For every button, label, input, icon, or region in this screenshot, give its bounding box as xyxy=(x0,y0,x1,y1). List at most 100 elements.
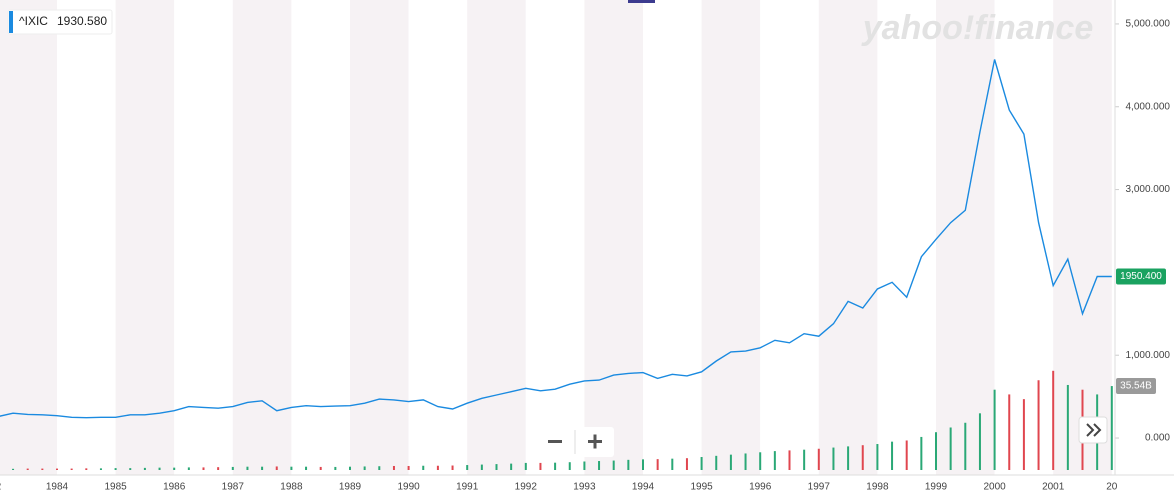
volume-bar xyxy=(1110,386,1113,470)
volume-bar xyxy=(422,465,425,470)
volume-bar xyxy=(85,468,88,470)
volume-bar xyxy=(568,462,571,470)
volume-bar xyxy=(495,464,498,470)
x-tick-label: 2001 xyxy=(1042,482,1065,493)
volume-bar xyxy=(935,432,937,470)
year-stripe xyxy=(818,0,878,475)
volume-bar xyxy=(173,467,176,470)
legend-price: 1930.580 xyxy=(57,14,107,28)
x-tick-label: 1985 xyxy=(104,482,127,493)
volume-bar xyxy=(187,467,190,470)
volume-bar xyxy=(671,458,674,470)
volume-bar xyxy=(978,413,981,470)
volume-bar xyxy=(1066,384,1069,470)
y-tick-label: 1,000.000 xyxy=(1126,350,1171,361)
year-stripe xyxy=(0,0,57,475)
volume-bar xyxy=(334,466,337,470)
volume-bar xyxy=(583,461,586,470)
volume-bar xyxy=(817,448,820,470)
volume-bar xyxy=(451,465,454,470)
volume-bar xyxy=(392,465,395,470)
year-stripe xyxy=(174,0,233,475)
legend-symbol: ^IXIC xyxy=(19,14,48,28)
volume-bar xyxy=(1037,380,1040,470)
volume-bar xyxy=(480,464,483,470)
zoom-out[interactable] xyxy=(548,440,562,443)
top-marker xyxy=(628,0,655,3)
price-line xyxy=(0,59,1112,419)
volume-bar xyxy=(70,468,73,470)
year-stripe xyxy=(643,0,702,475)
x-tick-label: 1998 xyxy=(866,482,889,493)
volume-bar xyxy=(12,468,15,470)
volume-bar xyxy=(305,466,308,470)
background xyxy=(0,0,1112,475)
x-tick-label: 1991 xyxy=(456,482,479,493)
volume-bar xyxy=(598,461,601,470)
year-stripe xyxy=(994,0,1054,475)
year-stripe xyxy=(525,0,585,475)
volume-bar xyxy=(378,466,381,470)
volume-bar xyxy=(861,445,864,470)
x-tick-label: 1999 xyxy=(925,482,948,493)
volume-bar xyxy=(56,468,58,470)
volume-bar xyxy=(363,466,366,470)
volume-bar xyxy=(231,466,234,470)
volume-bar xyxy=(26,468,29,470)
volume-bar xyxy=(788,450,791,470)
x-tick-label: 2000 xyxy=(983,482,1006,493)
current-volume-badge xyxy=(1116,378,1156,395)
volume-bar xyxy=(158,467,161,470)
volume-bar xyxy=(949,427,952,470)
watermark: yahoo!finance xyxy=(861,9,1093,47)
legend-swatch xyxy=(9,11,13,33)
volume-bar xyxy=(99,468,102,470)
x-tick-label: 1994 xyxy=(632,482,655,493)
x-tick-label: 1993 xyxy=(573,482,596,493)
x-tick-label: 20 xyxy=(1106,482,1118,493)
legend-box xyxy=(7,9,113,35)
year-stripe xyxy=(467,0,526,475)
year-stripe xyxy=(877,0,936,475)
volume-bar xyxy=(114,468,117,470)
volume-bar xyxy=(891,441,894,470)
x-tick-label: 1997 xyxy=(808,482,831,493)
zoom-in[interactable] xyxy=(588,434,602,449)
year-stripe xyxy=(57,0,116,475)
zoom-controls xyxy=(536,427,614,457)
x-tick-label: 1988 xyxy=(280,482,303,493)
y-tick-label: 5,000.000 xyxy=(1126,19,1171,30)
volume-bar xyxy=(876,444,879,470)
volume-bar xyxy=(129,468,132,470)
volume-bar xyxy=(275,466,278,470)
volume-bar xyxy=(143,467,146,470)
overlays: 2 1984 1985 1986 1987 1988 1989 1990 1991 1992 199… xyxy=(0,19,1170,493)
year-stripe xyxy=(584,0,643,475)
x-tick-label: 1989 xyxy=(339,482,362,493)
volume-bar xyxy=(466,465,469,470)
volume-bar xyxy=(202,467,205,470)
volume-bar xyxy=(539,462,542,470)
volume-bar xyxy=(905,440,908,470)
y-tick-label: 4,000.000 xyxy=(1126,101,1171,112)
y-tick-label: 0.000 xyxy=(1145,433,1170,444)
volume-bar xyxy=(319,466,322,470)
volume-bar xyxy=(759,452,762,470)
year-stripe xyxy=(408,0,468,475)
x-tick-label: 1992 xyxy=(515,482,538,493)
volume-bar xyxy=(685,458,688,470)
volume-bar xyxy=(920,436,923,470)
year-stripe xyxy=(350,0,409,475)
scroll-right[interactable] xyxy=(1078,416,1108,444)
year-stripe xyxy=(232,0,292,475)
volume-bar xyxy=(715,455,718,470)
volume-bar xyxy=(349,466,351,470)
volume-bar xyxy=(246,466,249,470)
volume-bar xyxy=(1052,370,1055,470)
volume-bar xyxy=(642,459,644,470)
volume-bar xyxy=(524,462,527,470)
volume-bar xyxy=(964,422,967,470)
volume-bar xyxy=(41,468,44,470)
x-tick-label: 1996 xyxy=(749,482,772,493)
